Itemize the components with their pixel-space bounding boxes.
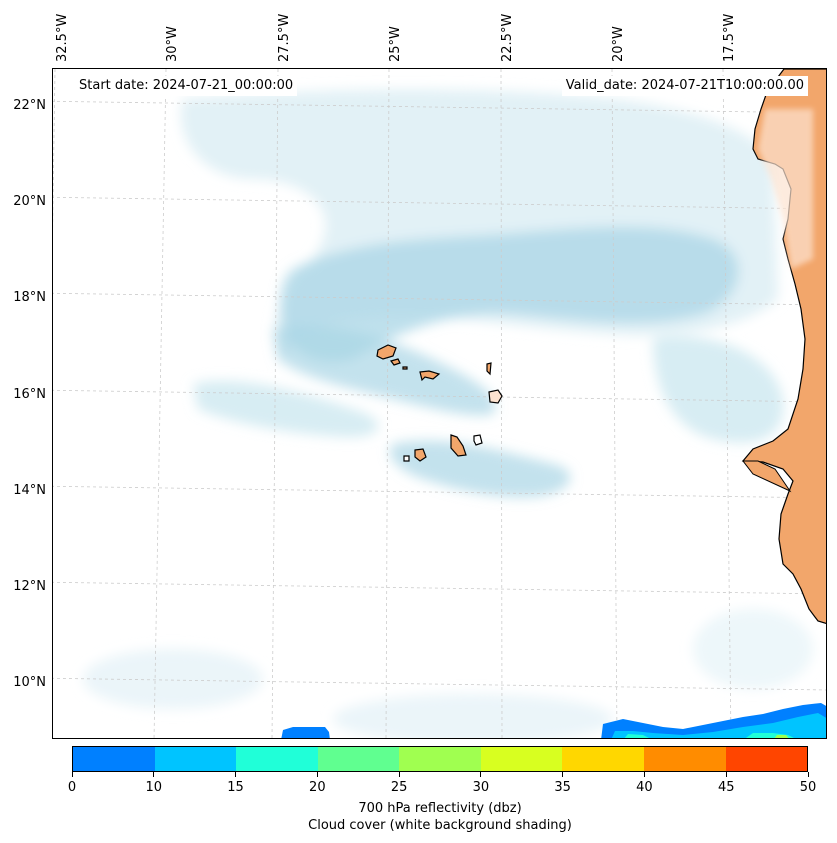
colorbar-tick-label: 15 <box>227 780 244 795</box>
colorbar-segment-8 <box>725 747 808 771</box>
cloud-band-west <box>193 380 379 438</box>
colorbar-tick-mark <box>398 772 400 777</box>
lat-label-20n: 20°N <box>13 194 46 209</box>
cape-verde-islands <box>376 344 503 462</box>
lat-label-22n: 22°N <box>13 98 46 113</box>
colorbar-tick-mark <box>480 772 482 777</box>
cloud-band-islands <box>273 325 496 416</box>
map-panel[interactable] <box>52 68 827 739</box>
colorbar-segment-6 <box>562 747 644 771</box>
island-santa-luzia <box>402 366 408 370</box>
map-canvas <box>53 69 826 738</box>
colorbar-subtitle: Cloud cover (white background shading) <box>308 818 572 833</box>
colorbar-segment-5 <box>480 747 563 771</box>
colorbar-title: 700 hPa reflectivity (dbz) <box>358 801 522 816</box>
lon-label-30w: 30°W <box>165 26 180 62</box>
lat-label-16n: 16°N <box>13 387 46 402</box>
lon-label-22-5w: 22.5°W <box>500 13 515 62</box>
lon-label-32-5w: 32.5°W <box>55 13 70 62</box>
colorbar-tick-label: 30 <box>472 780 490 795</box>
lat-label-12n: 12°N <box>13 579 46 594</box>
reflectivity-patch-east-core <box>624 733 794 738</box>
colorbar-tick-mark <box>562 772 564 777</box>
reflectivity-patch-west <box>281 727 330 738</box>
colorbar-tick-label: 25 <box>390 780 408 795</box>
island-fogo <box>414 448 427 462</box>
colorbar-segment-4 <box>399 747 481 771</box>
reflectivity-colorbar <box>72 746 808 772</box>
cloud-patch-s <box>333 694 613 738</box>
island-boa-vista <box>488 389 503 404</box>
lat-label-14n: 14°N <box>13 483 46 498</box>
colorbar-segment-2 <box>236 747 318 771</box>
island-sal <box>486 362 492 376</box>
reflectivity-patch-east-peak <box>774 735 789 738</box>
colorbar-tick-mark <box>807 772 809 777</box>
colorbar-tick-label: 35 <box>554 780 571 795</box>
reflectivity-patches <box>281 703 826 738</box>
colorbar-tick-mark <box>235 772 237 777</box>
colorbar-tick-mark <box>725 772 727 777</box>
island-sao-nicolau <box>419 370 441 382</box>
colorbar-tick-label: 0 <box>67 780 77 795</box>
colorbar-segment-0 <box>73 747 155 771</box>
africa-land-shading <box>758 109 813 269</box>
cloud-mass-core <box>280 227 739 362</box>
lat-label-18n: 18°N <box>13 290 46 305</box>
cloud-band-south <box>389 440 571 498</box>
cloud-patch-sw <box>83 649 263 709</box>
colorbar-tick-mark <box>643 772 645 777</box>
colorbar-tick-mark <box>71 772 73 777</box>
cloud-cover-shading <box>83 89 813 738</box>
africa-coast <box>741 69 826 625</box>
island-santo-antao <box>376 344 397 360</box>
lon-label-17-5w: 17.5°W <box>722 13 737 62</box>
lat-label-10n: 10°N <box>13 675 46 690</box>
colorbar-tick-label: 40 <box>636 780 653 795</box>
colorbar-tick-mark <box>153 772 155 777</box>
reflectivity-patch-east-inner <box>611 713 826 738</box>
lon-label-20w: 20°W <box>611 26 626 62</box>
colorbar-tick-label: 10 <box>145 780 163 795</box>
island-maio <box>473 434 483 446</box>
colorbar-segment-7 <box>643 747 726 771</box>
lon-label-27-5w: 27.5°W <box>277 13 292 62</box>
colorbar-segment-3 <box>317 747 400 771</box>
colorbar-tick-label: 20 <box>309 780 326 795</box>
map-gridlines <box>53 69 826 738</box>
cape-verde-peninsula <box>741 460 792 493</box>
island-santiago <box>450 434 467 457</box>
island-brava <box>403 455 410 462</box>
colorbar-segment-1 <box>154 747 237 771</box>
cloud-mass-north <box>181 89 778 359</box>
cloud-east-coast <box>653 336 784 443</box>
lon-label-25w: 25°W <box>388 26 403 62</box>
colorbar-tick-label: 50 <box>799 780 817 795</box>
colorbar-tick-mark <box>316 772 318 777</box>
valid-date-label: Valid_date: 2024-07-21T10:00:00.00 <box>561 76 808 96</box>
island-sao-vicente <box>389 358 401 366</box>
start-date-label: Start date: 2024-07-21_00:00:00 <box>75 76 298 96</box>
colorbar-tick-label: 45 <box>717 780 735 795</box>
cloud-patch-se <box>693 609 813 689</box>
